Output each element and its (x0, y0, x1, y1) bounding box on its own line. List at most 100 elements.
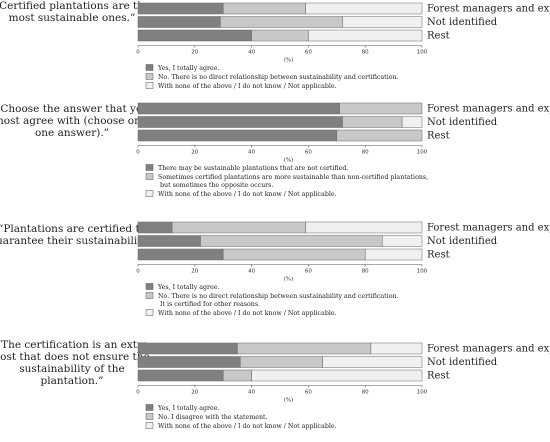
bar-segment (239, 356, 323, 368)
legend-label: There may be sustainable plantations tha… (158, 165, 348, 172)
question-text-line: “Plantations are certified to (0, 223, 146, 235)
x-tick-label: 60 (305, 50, 312, 56)
legend-swatch (145, 73, 154, 80)
bar-segment (308, 29, 423, 42)
question-text-line: plantation.” (41, 375, 104, 387)
legend-swatch (145, 283, 154, 290)
legend-swatch (145, 190, 154, 197)
legend-swatch (145, 82, 154, 89)
bar-segment (222, 248, 366, 261)
legend-label: No. I disagree with the statement. (158, 414, 268, 421)
group-label: Forest managers and experts (427, 223, 550, 234)
question-text-line: sustainability of the (19, 363, 124, 375)
x-tick-label: 100 (417, 269, 428, 275)
x-tick-label: 100 (417, 150, 428, 156)
bar-segment (251, 29, 309, 42)
x-tick-label: 40 (248, 269, 255, 275)
group-label: Not identified (427, 117, 498, 128)
legend-label: It is certified for other reasons. (160, 301, 260, 308)
x-tick-label: 80 (362, 150, 369, 156)
x-tick-label: 20 (191, 269, 198, 275)
legend-swatch (145, 164, 154, 171)
bar-segment (342, 16, 423, 28)
x-tick-label: 0 (136, 269, 140, 275)
x-axis-unit: (%) (284, 58, 294, 64)
question-text-line: “Certified plantations are the (0, 0, 150, 12)
bar-segment (220, 16, 343, 28)
bar-segment (137, 356, 241, 368)
bar-segment (137, 221, 173, 234)
x-tick-label: 100 (417, 390, 428, 396)
legend-label: With none of the above / I do not know /… (158, 83, 337, 90)
bar-segment (364, 248, 423, 261)
bar-segment (251, 369, 423, 382)
x-axis-unit: (%) (284, 398, 294, 404)
bar-segment (171, 221, 306, 234)
question-text-line: most agree with (choose only (0, 115, 150, 127)
group-label: Forest managers and experts (427, 344, 550, 355)
bar-segment (137, 342, 238, 355)
question-text-line: one answer).” (35, 127, 109, 139)
bar-segment (137, 102, 340, 115)
legend-label: No. There is no direct relationship betw… (158, 74, 399, 81)
x-axis-unit: (%) (284, 158, 294, 164)
x-tick-label: 60 (305, 150, 312, 156)
bar-segment (336, 129, 423, 142)
x-tick-label: 40 (248, 50, 255, 56)
legend-swatch (145, 422, 154, 429)
x-tick-label: 20 (191, 50, 198, 56)
legend-swatch (145, 309, 154, 316)
x-axis-unit: (%) (284, 277, 294, 283)
group-label: Forest managers and experts (427, 4, 550, 15)
bar-segment (137, 116, 343, 128)
bar-segment (222, 2, 306, 15)
group-label: Rest (427, 131, 450, 142)
group-label: Not identified (427, 236, 498, 247)
question-text-line: most sustainable ones.” (9, 12, 136, 24)
bar-segment (137, 235, 201, 247)
bar-segment (305, 2, 423, 15)
x-tick-label: 60 (305, 390, 312, 396)
legend-label: Sometimes certified plantations are more… (158, 174, 428, 181)
bar-segment (137, 29, 252, 42)
legend-label: With none of the above / I do not know /… (158, 423, 337, 430)
group-label: Rest (427, 371, 450, 382)
legend-swatch (145, 292, 154, 299)
x-tick-label: 20 (191, 150, 198, 156)
legend-label: With none of the above / I do not know /… (158, 310, 337, 317)
bar-segment (342, 116, 403, 128)
x-tick-label: 20 (191, 390, 198, 396)
legend-swatch (145, 413, 154, 420)
question-text-line: guarantee their sustainability.” (0, 235, 155, 247)
bar-segment (137, 369, 224, 382)
group-label: Not identified (427, 17, 498, 28)
bar-segment (305, 221, 423, 234)
legend-label: Yes, I totally agree. (157, 65, 220, 72)
group-label: Not identified (427, 357, 498, 368)
bar-segment (381, 235, 423, 247)
x-tick-label: 0 (136, 150, 140, 156)
x-tick-label: 100 (417, 50, 428, 56)
bar-segment (137, 248, 224, 261)
question-text-line: “Choose the answer that you (0, 103, 149, 115)
question-text-line: cost that does not ensure the (0, 351, 150, 363)
bar-segment (401, 116, 423, 128)
bar-segment (137, 129, 338, 142)
bar-segment (237, 342, 372, 355)
bar-segment (137, 16, 221, 28)
bar-segment (370, 342, 423, 355)
x-tick-label: 40 (248, 150, 255, 156)
x-tick-label: 0 (136, 50, 140, 56)
bar-segment (339, 102, 423, 115)
x-tick-label: 80 (362, 390, 369, 396)
x-tick-label: 60 (305, 269, 312, 275)
legend-swatch (145, 173, 154, 180)
x-tick-label: 0 (136, 390, 140, 396)
legend-label: With none of the above / I do not know /… (158, 191, 337, 198)
group-label: Rest (427, 31, 450, 42)
bar-segment (137, 2, 224, 15)
x-tick-label: 80 (362, 269, 369, 275)
bar-segment (322, 356, 423, 368)
x-tick-label: 40 (248, 390, 255, 396)
